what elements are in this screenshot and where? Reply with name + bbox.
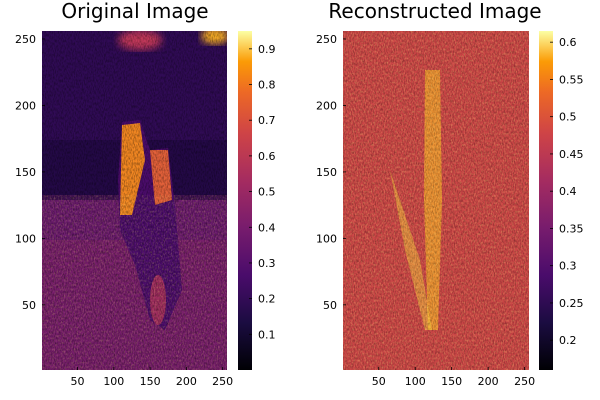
colorbar-tick-label: 0.9 xyxy=(258,43,276,56)
x-tick-label: 100 xyxy=(405,375,426,388)
y-tick-label: 250 xyxy=(316,33,337,46)
panel-reconstructed: Reconstructed Image 50 100 150 200 250 50 100… xyxy=(316,0,584,388)
x-tick-label: 150 xyxy=(140,375,161,388)
x-tick-label: 150 xyxy=(441,375,462,388)
colorbar-ticks-reconstructed: 0.2 0.25 0.3 0.35 0.4 0.45 0.5 0.55 0.6 xyxy=(550,36,584,347)
colorbar-tick-label: 0.4 xyxy=(258,221,276,234)
colorbar-tick-label: 0.6 xyxy=(559,36,577,49)
x-tick-label: 100 xyxy=(103,375,124,388)
colorbar-tick-label: 0.6 xyxy=(258,150,276,163)
colorbar-tick-label: 0.1 xyxy=(258,328,276,341)
y-axis-original: 50 100 150 200 250 xyxy=(15,33,45,312)
y-tick-label: 150 xyxy=(316,166,337,179)
colorbar-tick-label: 0.2 xyxy=(258,293,276,306)
colorbar-tick-label: 0.55 xyxy=(559,73,584,86)
x-axis-reconstructed: 50 100 150 200 250 xyxy=(372,367,535,388)
y-tick-label: 200 xyxy=(316,99,337,112)
panel-original: Original Image 50 100 150 200 250 50 100 150 20… xyxy=(15,0,276,388)
x-tick-label: 250 xyxy=(514,375,535,388)
heatmap-original xyxy=(42,31,227,370)
x-tick-label: 50 xyxy=(71,375,85,388)
colorbar-tick-label: 0.45 xyxy=(559,148,584,161)
chart-title-reconstructed: Reconstructed Image xyxy=(328,0,541,23)
colorbar-tick-label: 0.7 xyxy=(258,114,276,127)
colorbar-ticks-original: 0.1 0.2 0.3 0.4 0.5 0.6 0.7 0.8 0.9 xyxy=(249,43,276,341)
colorbar-tick-label: 0.5 xyxy=(559,111,577,124)
colorbar-tick-label: 0.5 xyxy=(258,186,276,199)
colorbar-reconstructed xyxy=(539,31,553,370)
x-tick-label: 200 xyxy=(176,375,197,388)
y-tick-label: 250 xyxy=(15,33,36,46)
colorbar-tick-label: 0.8 xyxy=(258,79,276,92)
colorbar-tick-label: 0.2 xyxy=(559,334,577,347)
colorbar-tick-label: 0.4 xyxy=(559,185,577,198)
y-tick-label: 50 xyxy=(323,299,337,312)
colorbar-tick-label: 0.35 xyxy=(559,222,584,235)
x-axis-original: 50 100 150 200 250 xyxy=(71,367,233,388)
y-tick-label: 200 xyxy=(15,99,36,112)
y-tick-label: 100 xyxy=(15,232,36,245)
y-tick-label: 50 xyxy=(22,299,36,312)
heatmap-reconstructed xyxy=(343,31,529,370)
x-tick-label: 250 xyxy=(212,375,233,388)
colorbar-tick-label: 0.3 xyxy=(559,260,577,273)
colorbar-tick-label: 0.25 xyxy=(559,297,584,310)
x-tick-label: 200 xyxy=(478,375,499,388)
y-axis-reconstructed: 50 100 150 200 250 xyxy=(316,33,346,312)
colorbar-original xyxy=(238,31,252,370)
colorbar-tick-label: 0.3 xyxy=(258,257,276,270)
x-tick-label: 50 xyxy=(372,375,386,388)
chart-title-original: Original Image xyxy=(61,0,208,23)
y-tick-label: 100 xyxy=(316,232,337,245)
y-tick-label: 150 xyxy=(15,166,36,179)
